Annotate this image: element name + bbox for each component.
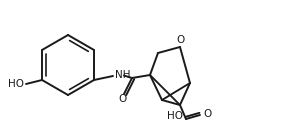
Text: HO: HO bbox=[167, 111, 183, 121]
Text: O: O bbox=[177, 35, 185, 45]
Text: O: O bbox=[203, 109, 211, 119]
Text: O: O bbox=[119, 94, 127, 104]
Text: HO: HO bbox=[8, 79, 24, 89]
Text: NH: NH bbox=[115, 70, 130, 80]
